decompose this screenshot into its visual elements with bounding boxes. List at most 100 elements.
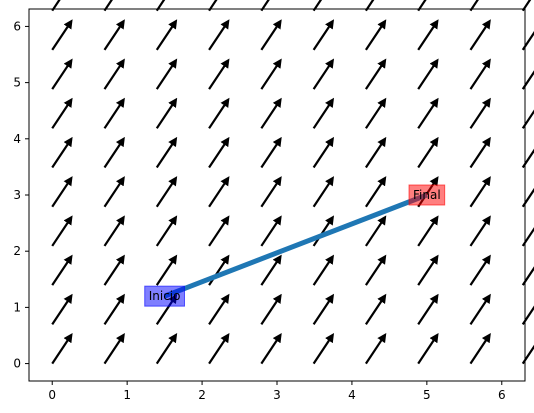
vector-arrow bbox=[469, 97, 491, 129]
vector-arrow bbox=[208, 136, 230, 169]
vector-arrow bbox=[417, 293, 439, 325]
vector-arrow bbox=[103, 58, 125, 90]
vector-arrow bbox=[469, 215, 491, 247]
vector-arrow bbox=[312, 97, 335, 129]
vector-arrow bbox=[469, 176, 491, 208]
vector-arrow bbox=[521, 187, 534, 208]
x-axis-ticks: 0 1 2 3 4 5 6 bbox=[48, 381, 506, 402]
y-tick-label: 6 bbox=[13, 19, 21, 33]
vector-arrow bbox=[364, 97, 387, 129]
vector-arrow bbox=[103, 254, 125, 286]
vector-arrow bbox=[260, 0, 270, 12]
vector-arrow bbox=[260, 176, 282, 208]
vector-arrow bbox=[155, 332, 178, 365]
annotation-inicio: Inicio bbox=[144, 285, 185, 307]
x-tick-label: 3 bbox=[273, 388, 281, 402]
y-axis-ticks: 0 1 2 3 4 5 6 bbox=[13, 19, 29, 371]
y-tick-label: 4 bbox=[13, 132, 21, 146]
vector-arrow bbox=[521, 227, 534, 247]
vector-arrow bbox=[364, 332, 387, 365]
vector-arrow bbox=[260, 254, 282, 286]
trajectory-line bbox=[163, 192, 428, 299]
vector-arrow bbox=[208, 58, 230, 90]
annotation-box bbox=[144, 285, 185, 307]
y-tick-label: 5 bbox=[13, 76, 21, 90]
vector-arrow bbox=[208, 97, 230, 129]
x-tick-label: 6 bbox=[498, 388, 506, 402]
x-tick-label: 1 bbox=[123, 388, 131, 402]
vector-arrow bbox=[469, 293, 491, 325]
vector-arrow bbox=[51, 58, 73, 90]
vector-arrow bbox=[417, 332, 439, 365]
vector-arrow bbox=[51, 332, 73, 365]
vector-arrow bbox=[312, 254, 335, 286]
vector-arrow bbox=[155, 254, 178, 286]
vector-arrow bbox=[521, 344, 534, 365]
vector-arrow bbox=[521, 70, 534, 90]
vector-arrow bbox=[155, 215, 178, 247]
vector-arrow bbox=[521, 31, 534, 51]
vector-arrow bbox=[521, 0, 532, 12]
vector-arrow bbox=[417, 254, 439, 286]
vector-arrow bbox=[312, 176, 335, 208]
vector-arrow bbox=[51, 293, 73, 325]
vector-arrow bbox=[364, 254, 387, 286]
x-tick-label: 4 bbox=[348, 388, 356, 402]
vector-arrow bbox=[155, 0, 166, 12]
trajectory-layer bbox=[163, 192, 428, 299]
vector-arrow bbox=[208, 176, 230, 208]
vector-arrow bbox=[51, 0, 61, 12]
vector-arrow bbox=[208, 293, 230, 325]
vector-arrow bbox=[469, 0, 479, 12]
vector-arrow bbox=[469, 19, 491, 51]
vector-arrow bbox=[364, 293, 387, 325]
vector-arrow bbox=[103, 19, 125, 51]
vector-arrow bbox=[469, 58, 491, 90]
vector-arrow bbox=[312, 0, 323, 12]
vector-arrow bbox=[51, 176, 73, 208]
vector-arrow bbox=[364, 176, 387, 208]
vector-arrow bbox=[364, 19, 387, 51]
vector-arrow bbox=[469, 332, 491, 365]
vector-arrow bbox=[312, 215, 335, 247]
vector-arrow bbox=[155, 19, 178, 51]
vector-arrow bbox=[312, 19, 335, 51]
vector-arrow bbox=[521, 266, 534, 286]
vector-arrow bbox=[521, 148, 534, 169]
vector-arrow bbox=[103, 0, 113, 12]
vector-arrow bbox=[521, 109, 534, 129]
vector-arrow bbox=[260, 19, 282, 51]
vector-arrow bbox=[155, 176, 178, 208]
vector-arrow bbox=[260, 97, 282, 129]
vector-arrow bbox=[51, 215, 73, 247]
vector-arrow bbox=[103, 136, 125, 169]
vector-arrow bbox=[155, 136, 178, 169]
vector-arrow bbox=[155, 58, 178, 90]
vector-arrow bbox=[521, 305, 534, 325]
vector-arrow bbox=[51, 254, 73, 286]
vector-arrow bbox=[260, 332, 282, 365]
vector-arrow bbox=[260, 215, 282, 247]
annotation-layer: Inicio Final bbox=[144, 184, 446, 307]
vector-arrow bbox=[260, 58, 282, 90]
annotation-label: Final bbox=[413, 188, 441, 202]
vector-arrow bbox=[51, 97, 73, 129]
vector-arrow bbox=[312, 293, 335, 325]
annotation-final: Final bbox=[408, 184, 446, 206]
vector-arrow bbox=[417, 97, 439, 129]
vector-arrow bbox=[417, 215, 439, 247]
vector-arrow bbox=[417, 0, 427, 12]
vector-arrow bbox=[103, 97, 125, 129]
vector-arrow bbox=[260, 136, 282, 169]
vector-arrow bbox=[364, 0, 375, 12]
y-tick-label: 3 bbox=[13, 188, 21, 202]
x-tick-label: 0 bbox=[48, 388, 56, 402]
vector-arrow bbox=[364, 136, 387, 169]
y-tick-label: 1 bbox=[13, 300, 21, 314]
vector-arrow bbox=[417, 136, 439, 169]
y-tick-label: 0 bbox=[13, 357, 21, 371]
vector-arrow bbox=[51, 19, 73, 51]
annotation-box bbox=[408, 184, 446, 206]
vector-arrow bbox=[364, 215, 387, 247]
vector-arrow bbox=[103, 293, 125, 325]
